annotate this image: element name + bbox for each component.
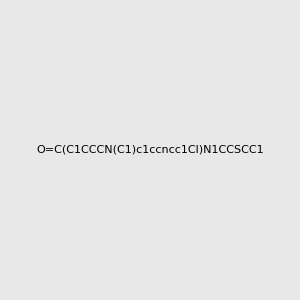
Text: O=C(C1CCCN(C1)c1ccncc1Cl)N1CCSCC1: O=C(C1CCCN(C1)c1ccncc1Cl)N1CCSCC1	[36, 145, 264, 155]
